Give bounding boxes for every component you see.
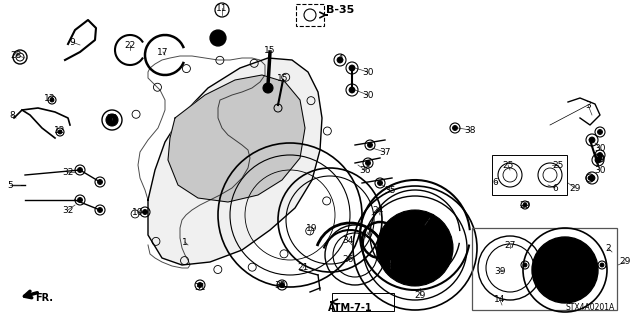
Text: 29: 29: [414, 291, 426, 300]
Text: 32: 32: [62, 167, 74, 177]
Text: 29: 29: [570, 183, 580, 193]
Text: 28: 28: [10, 51, 22, 60]
Bar: [296, 4, 324, 26]
Text: 3: 3: [585, 100, 591, 109]
Text: 15: 15: [264, 45, 276, 54]
Circle shape: [97, 180, 102, 185]
Circle shape: [600, 263, 604, 267]
Circle shape: [210, 30, 226, 46]
Text: 7: 7: [365, 228, 371, 236]
Text: 20: 20: [424, 213, 436, 222]
Text: 14: 14: [494, 295, 506, 305]
Text: 16: 16: [212, 34, 224, 43]
Text: 34: 34: [342, 236, 354, 244]
Circle shape: [280, 283, 285, 287]
Text: 6: 6: [492, 178, 498, 187]
Polygon shape: [168, 75, 305, 202]
Circle shape: [378, 180, 383, 186]
Circle shape: [198, 283, 202, 287]
Text: 2: 2: [605, 244, 611, 252]
Circle shape: [532, 237, 598, 303]
Text: 38: 38: [464, 125, 476, 134]
Circle shape: [377, 210, 453, 286]
Text: STX4A0201A: STX4A0201A: [565, 303, 614, 313]
Text: 35: 35: [384, 186, 396, 195]
Text: 6: 6: [552, 183, 558, 193]
Text: 30: 30: [595, 143, 605, 153]
Text: 27: 27: [504, 241, 516, 250]
Circle shape: [452, 125, 458, 131]
Bar: [492, 155, 567, 195]
Text: 30: 30: [362, 91, 374, 100]
Text: 19: 19: [307, 223, 317, 233]
Circle shape: [143, 210, 147, 214]
Text: ATM-7-1: ATM-7-1: [328, 303, 372, 313]
Circle shape: [50, 98, 54, 102]
Text: 18: 18: [384, 263, 396, 273]
Bar: [472, 228, 617, 310]
Text: 30: 30: [595, 165, 605, 174]
Text: 39: 39: [494, 268, 506, 276]
Circle shape: [337, 57, 343, 63]
Circle shape: [349, 87, 355, 93]
Circle shape: [523, 203, 527, 207]
Text: 33: 33: [275, 281, 285, 290]
Text: 5: 5: [7, 180, 13, 189]
Text: FR.: FR.: [35, 293, 53, 303]
Text: 13: 13: [44, 93, 56, 102]
Text: 30: 30: [362, 68, 374, 76]
Text: 24: 24: [372, 205, 383, 214]
Circle shape: [58, 130, 62, 134]
Text: B-35: B-35: [326, 5, 354, 15]
Text: 32: 32: [62, 205, 74, 214]
Circle shape: [598, 130, 602, 134]
Circle shape: [263, 83, 273, 93]
Text: 26: 26: [342, 255, 354, 265]
Circle shape: [77, 167, 83, 172]
Bar: [332, 293, 394, 311]
Text: 36: 36: [359, 165, 371, 174]
Circle shape: [365, 161, 371, 165]
Circle shape: [589, 175, 595, 181]
Circle shape: [598, 156, 602, 160]
Circle shape: [97, 207, 102, 212]
Circle shape: [77, 197, 83, 203]
Text: 21: 21: [298, 263, 308, 273]
Text: 10: 10: [132, 207, 144, 217]
Circle shape: [106, 114, 118, 126]
Circle shape: [523, 263, 527, 267]
Text: 12: 12: [54, 125, 66, 134]
Circle shape: [595, 157, 601, 163]
Circle shape: [598, 153, 602, 157]
Circle shape: [349, 65, 355, 71]
Text: 37: 37: [380, 148, 391, 156]
Circle shape: [214, 34, 222, 42]
Text: 9: 9: [69, 37, 75, 46]
Text: 15: 15: [277, 74, 289, 83]
Circle shape: [589, 137, 595, 143]
Text: 22: 22: [124, 41, 136, 50]
Text: 1: 1: [182, 237, 188, 246]
Text: 25: 25: [552, 161, 564, 170]
Text: 29: 29: [620, 258, 630, 267]
Polygon shape: [148, 58, 322, 265]
Text: 8: 8: [9, 110, 15, 119]
Text: 23: 23: [106, 114, 118, 123]
Text: 17: 17: [157, 47, 169, 57]
Text: 25: 25: [502, 161, 514, 170]
Circle shape: [367, 142, 372, 148]
Circle shape: [588, 176, 592, 180]
Text: 4: 4: [337, 53, 343, 62]
Text: 29: 29: [519, 201, 531, 210]
Text: 11: 11: [216, 4, 228, 12]
Text: 31: 31: [195, 284, 205, 292]
